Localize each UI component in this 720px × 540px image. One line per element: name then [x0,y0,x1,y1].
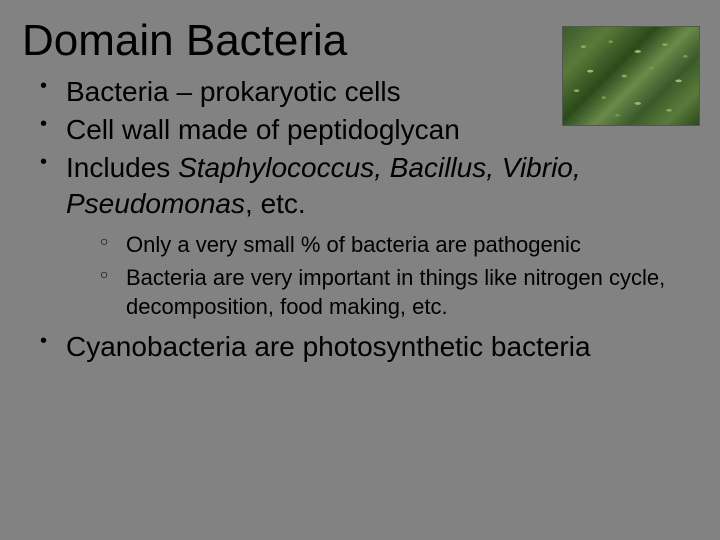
bullet-item: Cyanobacteria are photosynthetic bacteri… [36,329,696,365]
sub-bullet-item: Bacteria are very important in things li… [100,263,696,321]
slide: Domain Bacteria Bacteria – prokaryotic c… [0,0,720,540]
bullet-text: Cyanobacteria are photosynthetic bacteri… [66,331,591,362]
bullet-item: Includes Staphylococcus, Bacillus, Vibri… [36,150,696,321]
bullet-item: Bacteria – prokaryotic cells [36,74,696,110]
sub-bullet-list: Only a very small % of bacteria are path… [66,230,696,321]
main-bullet-list: Bacteria – prokaryotic cells Cell wall m… [16,74,696,364]
bullet-item: Cell wall made of peptidoglycan [36,112,696,148]
bullet-text: Cell wall made of peptidoglycan [66,114,460,145]
sub-bullet-text: Only a very small % of bacteria are path… [126,232,581,257]
bullet-text-suffix: , etc. [245,188,306,219]
bullet-text-prefix: Includes [66,152,178,183]
sub-bullet-item: Only a very small % of bacteria are path… [100,230,696,259]
sub-bullet-text: Bacteria are very important in things li… [126,265,665,319]
bullet-text: Bacteria – prokaryotic cells [66,76,401,107]
